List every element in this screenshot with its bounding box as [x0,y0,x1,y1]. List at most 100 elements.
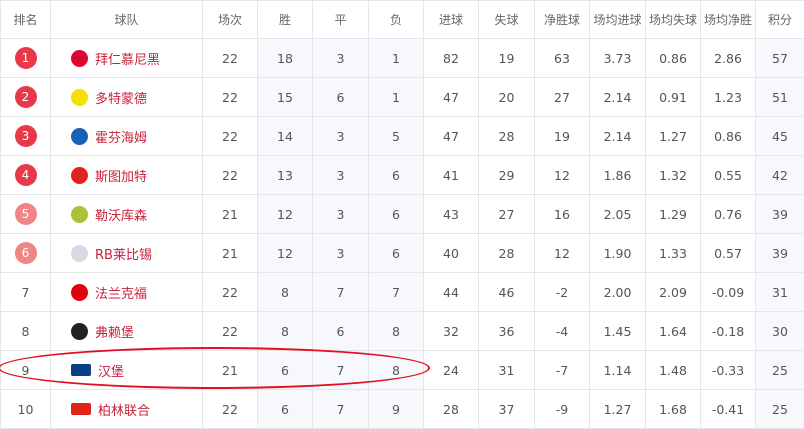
column-header[interactable]: 进球 [424,1,479,39]
column-header[interactable]: 球队 [51,1,203,39]
union-berlin-logo-icon [71,403,91,415]
column-header[interactable]: 排名 [1,1,51,39]
gf-cell: 24 [424,351,479,390]
hamburg-logo-icon [71,364,91,376]
avg-gf-cell: 3.73 [590,39,646,78]
team-cell[interactable]: 勒沃库森 [51,195,203,234]
avg-ga-cell: 0.91 [646,78,701,117]
team-name[interactable]: 多特蒙德 [95,88,147,107]
rank-cell: 4 [1,156,51,195]
gd-cell: 27 [535,78,590,117]
team-link[interactable]: 勒沃库森 [51,205,202,224]
team-link[interactable]: 斯图加特 [51,166,202,185]
team-name[interactable]: 拜仁慕尼黑 [95,49,160,68]
rank-cell: 9 [1,351,51,390]
rank: 9 [22,363,30,378]
gd-cell: -9 [535,390,590,429]
table-header: 排名球队场次胜平负进球失球净胜球场均进球场均失球场均净胜积分 [1,1,804,39]
d-cell: 6 [313,78,369,117]
pts-cell: 51 [756,78,804,117]
avg-gd-cell: -0.18 [701,312,756,351]
gd-cell: 63 [535,39,590,78]
l-cell: 1 [369,39,424,78]
avg-gd-cell: -0.41 [701,390,756,429]
avg-ga-cell: 1.32 [646,156,701,195]
hoffenheim-logo-icon [71,128,88,145]
gd-cell: -7 [535,351,590,390]
avg-gf-cell: 1.14 [590,351,646,390]
team-link[interactable]: 弗赖堡 [51,322,202,341]
team-link[interactable]: 柏林联合 [51,400,202,419]
played-cell: 22 [203,312,258,351]
team-name[interactable]: 弗赖堡 [95,322,134,341]
d-cell: 3 [313,39,369,78]
column-header[interactable]: 失球 [479,1,535,39]
column-header[interactable]: 胜 [258,1,313,39]
d-cell: 3 [313,156,369,195]
team-name[interactable]: 柏林联合 [98,400,150,419]
team-link[interactable]: RB莱比锡 [51,244,202,263]
team-cell[interactable]: 霍芬海姆 [51,117,203,156]
team-cell[interactable]: 法兰克福 [51,273,203,312]
avg-ga-cell: 0.86 [646,39,701,78]
team-cell[interactable]: 多特蒙德 [51,78,203,117]
team-link[interactable]: 多特蒙德 [51,88,202,107]
column-header[interactable]: 平 [313,1,369,39]
rank-cell: 10 [1,390,51,429]
w-cell: 6 [258,390,313,429]
team-link[interactable]: 拜仁慕尼黑 [51,49,202,68]
l-cell: 8 [369,312,424,351]
column-header[interactable]: 负 [369,1,424,39]
team-cell[interactable]: 汉堡 [51,351,203,390]
d-cell: 7 [313,273,369,312]
team-name[interactable]: 霍芬海姆 [95,127,147,146]
played-cell: 21 [203,195,258,234]
team-link[interactable]: 法兰克福 [51,283,202,302]
team-cell[interactable]: 弗赖堡 [51,312,203,351]
gf-cell: 47 [424,78,479,117]
team-name[interactable]: RB莱比锡 [95,244,152,263]
column-header[interactable]: 场均失球 [646,1,701,39]
team-cell[interactable]: 柏林联合 [51,390,203,429]
d-cell: 7 [313,390,369,429]
team-link[interactable]: 霍芬海姆 [51,127,202,146]
avg-gd-cell: 2.86 [701,39,756,78]
rank-cell: 6 [1,234,51,273]
freiburg-logo-icon [71,323,88,340]
column-header[interactable]: 场次 [203,1,258,39]
d-cell: 3 [313,195,369,234]
avg-ga-cell: 2.09 [646,273,701,312]
team-cell[interactable]: 斯图加特 [51,156,203,195]
avg-ga-cell: 1.64 [646,312,701,351]
gf-cell: 44 [424,273,479,312]
team-cell[interactable]: 拜仁慕尼黑 [51,39,203,78]
team-name[interactable]: 勒沃库森 [95,205,147,224]
gf-cell: 41 [424,156,479,195]
column-header[interactable]: 场均净胜 [701,1,756,39]
team-name[interactable]: 汉堡 [98,361,124,380]
ga-cell: 28 [479,234,535,273]
team-cell[interactable]: RB莱比锡 [51,234,203,273]
l-cell: 1 [369,78,424,117]
ga-cell: 36 [479,312,535,351]
column-header[interactable]: 积分 [756,1,804,39]
team-link[interactable]: 汉堡 [51,361,202,380]
column-header[interactable]: 场均进球 [590,1,646,39]
column-header[interactable]: 净胜球 [535,1,590,39]
gf-cell: 32 [424,312,479,351]
team-name[interactable]: 法兰克福 [95,283,147,302]
avg-gd-cell: 0.86 [701,117,756,156]
w-cell: 12 [258,234,313,273]
team-name[interactable]: 斯图加特 [95,166,147,185]
dortmund-logo-icon [71,89,88,106]
